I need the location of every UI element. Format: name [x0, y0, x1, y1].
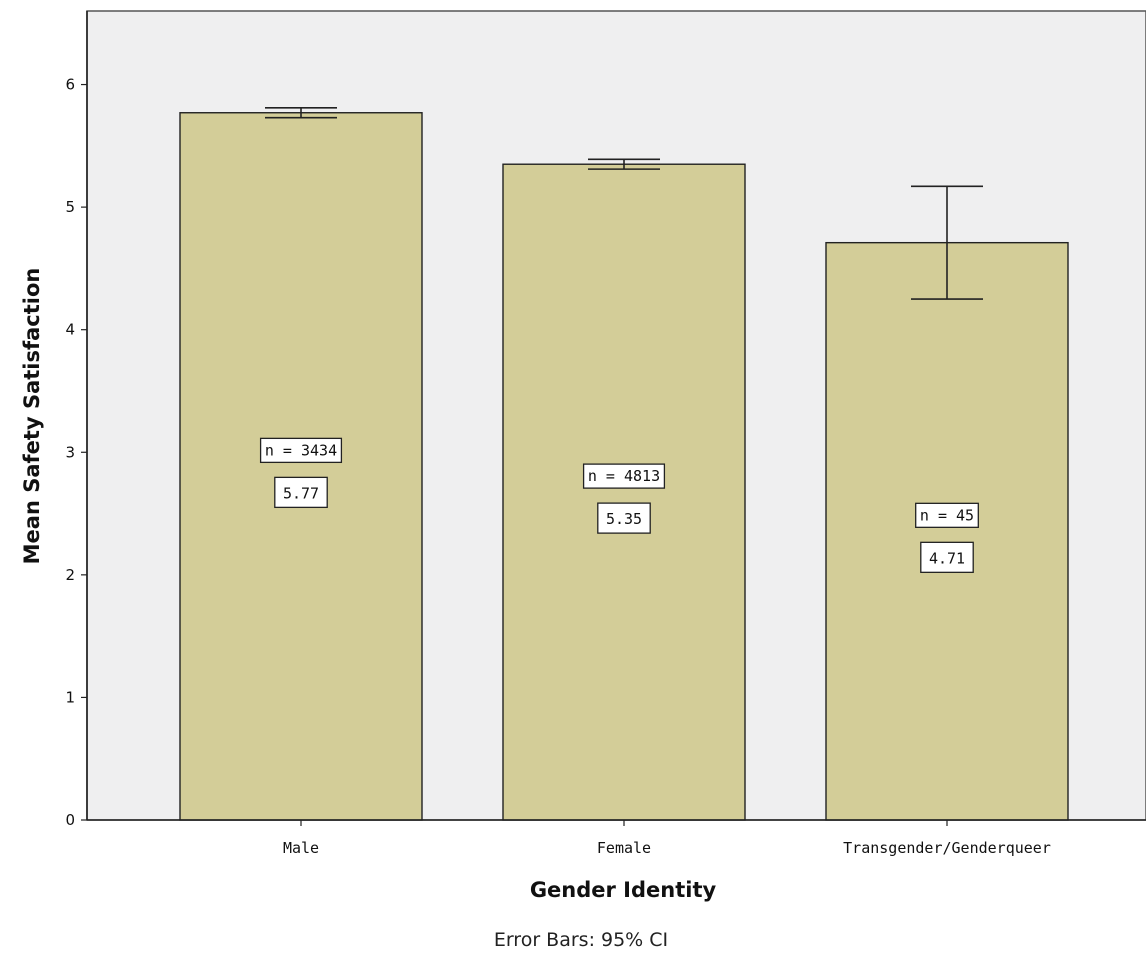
- value-label: 5.35: [606, 510, 642, 528]
- x-tick-label: Transgender/Genderqueer: [843, 839, 1051, 857]
- y-tick-label: 2: [65, 566, 75, 584]
- error-bars-note: Error Bars: 95% CI: [494, 929, 668, 951]
- n-label: n = 4813: [588, 467, 660, 485]
- x-ticks: Male Female Transgender/Genderqueer: [283, 820, 1051, 857]
- bars-layer: [179, 112, 1069, 821]
- value-label: 4.71: [929, 549, 965, 567]
- n-label-box: [582, 463, 666, 489]
- n-label-box: [259, 437, 343, 464]
- x-tick-label: Female: [597, 839, 651, 857]
- y-tick-label: 1: [65, 688, 75, 706]
- y-tick-label: 3: [65, 443, 75, 461]
- value-label-box: [597, 502, 651, 534]
- x-axis-title: Gender Identity: [530, 878, 717, 902]
- y-tick-label: 0: [65, 811, 75, 829]
- y-axis-title: Mean Safety Satisfaction: [20, 268, 44, 565]
- value-label-box: [920, 541, 974, 573]
- y-tick-label: 6: [65, 76, 75, 94]
- value-label: 5.77: [283, 484, 319, 502]
- y-tick-label: 4: [65, 321, 75, 339]
- x-tick-label: Male: [283, 839, 319, 857]
- bar: [502, 163, 746, 821]
- error-bars-layer: [265, 107, 983, 300]
- bar: [179, 112, 423, 821]
- bar: [825, 241, 1069, 821]
- value-label-box: [274, 476, 328, 509]
- n-label-box: [915, 502, 979, 528]
- labels-layer: n = 3434 5.77 n = 4813 5.35 n = 45 4.71: [259, 437, 979, 573]
- n-label: n = 3434: [265, 441, 337, 459]
- n-label: n = 45: [920, 506, 974, 524]
- y-tick-label: 5: [65, 198, 75, 216]
- y-ticks: 0 1 2 3 4 5 6: [65, 76, 87, 829]
